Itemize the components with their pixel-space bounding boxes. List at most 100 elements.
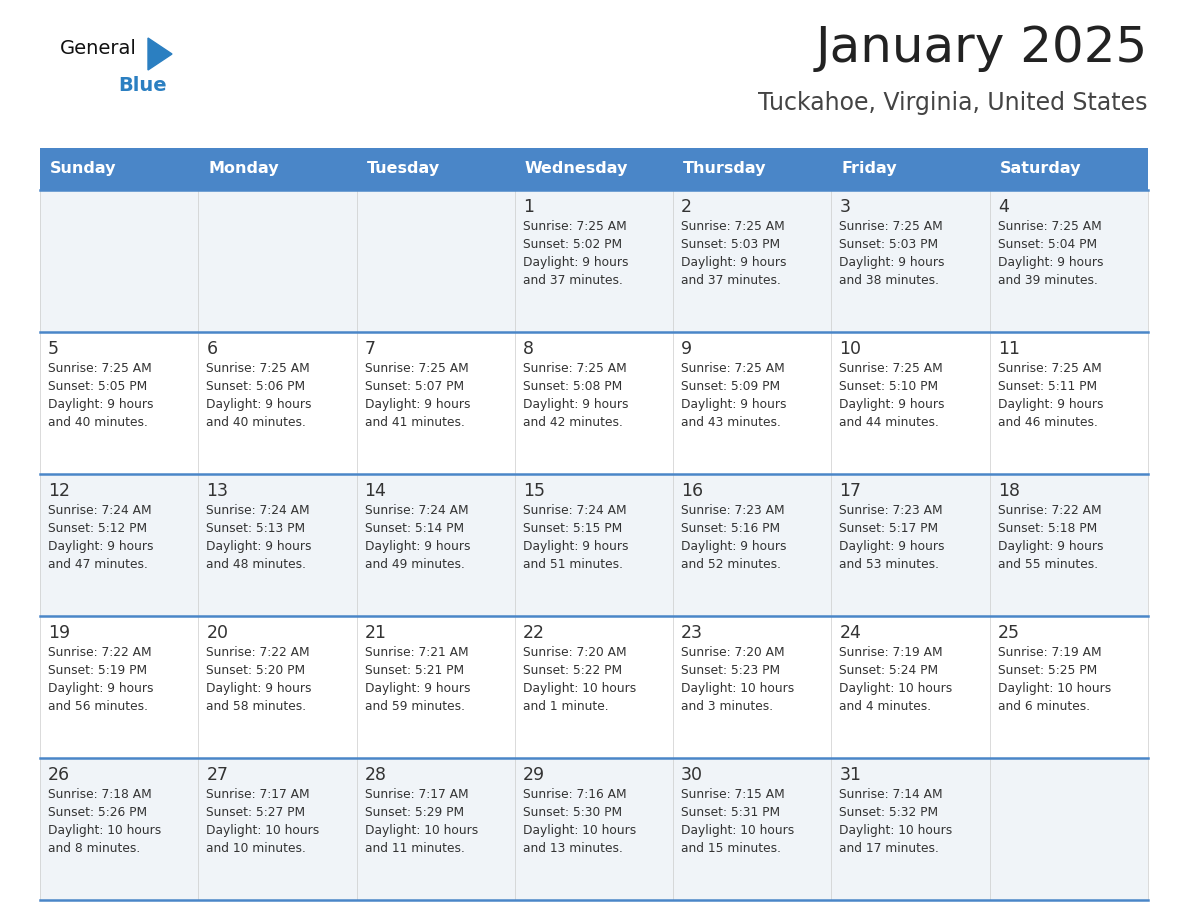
Text: 28: 28 xyxy=(365,766,386,784)
Text: 25: 25 xyxy=(998,624,1019,642)
Bar xyxy=(356,148,514,190)
Bar xyxy=(674,474,832,616)
Text: Sunset: 5:04 PM: Sunset: 5:04 PM xyxy=(998,238,1097,251)
Text: 9: 9 xyxy=(681,340,693,358)
Bar xyxy=(356,616,514,758)
Bar xyxy=(198,190,356,332)
Text: Sunrise: 7:24 AM: Sunrise: 7:24 AM xyxy=(523,504,626,517)
Polygon shape xyxy=(148,38,172,70)
Bar xyxy=(832,616,990,758)
Text: Daylight: 9 hours: Daylight: 9 hours xyxy=(523,540,628,553)
Bar xyxy=(674,332,832,474)
Text: and 52 minutes.: and 52 minutes. xyxy=(681,558,782,571)
Text: Daylight: 9 hours: Daylight: 9 hours xyxy=(998,398,1104,411)
Text: Sunset: 5:16 PM: Sunset: 5:16 PM xyxy=(681,522,781,535)
Text: 2: 2 xyxy=(681,198,693,216)
Text: 30: 30 xyxy=(681,766,703,784)
Text: Sunrise: 7:23 AM: Sunrise: 7:23 AM xyxy=(840,504,943,517)
Text: Sunrise: 7:25 AM: Sunrise: 7:25 AM xyxy=(523,220,626,233)
Bar xyxy=(356,758,514,900)
Text: and 55 minutes.: and 55 minutes. xyxy=(998,558,1098,571)
Text: Sunrise: 7:16 AM: Sunrise: 7:16 AM xyxy=(523,788,626,801)
Text: and 56 minutes.: and 56 minutes. xyxy=(48,700,148,713)
Text: Saturday: Saturday xyxy=(1000,162,1081,176)
Text: Daylight: 10 hours: Daylight: 10 hours xyxy=(681,682,795,695)
Text: Sunset: 5:11 PM: Sunset: 5:11 PM xyxy=(998,380,1097,393)
Text: Daylight: 10 hours: Daylight: 10 hours xyxy=(365,824,478,837)
Text: 13: 13 xyxy=(207,482,228,500)
Text: 22: 22 xyxy=(523,624,545,642)
Text: and 40 minutes.: and 40 minutes. xyxy=(48,416,147,429)
Text: 18: 18 xyxy=(998,482,1019,500)
Text: Sunrise: 7:23 AM: Sunrise: 7:23 AM xyxy=(681,504,785,517)
Text: Blue: Blue xyxy=(118,76,166,95)
Text: Tuesday: Tuesday xyxy=(367,162,440,176)
Text: Daylight: 9 hours: Daylight: 9 hours xyxy=(207,682,311,695)
Text: Sunset: 5:29 PM: Sunset: 5:29 PM xyxy=(365,806,463,819)
Text: 23: 23 xyxy=(681,624,703,642)
Bar xyxy=(514,474,674,616)
Text: and 47 minutes.: and 47 minutes. xyxy=(48,558,147,571)
Text: Daylight: 10 hours: Daylight: 10 hours xyxy=(840,682,953,695)
Text: 14: 14 xyxy=(365,482,386,500)
Bar xyxy=(674,758,832,900)
Text: Daylight: 10 hours: Daylight: 10 hours xyxy=(523,682,636,695)
Text: Sunset: 5:09 PM: Sunset: 5:09 PM xyxy=(681,380,781,393)
Text: and 37 minutes.: and 37 minutes. xyxy=(681,274,781,287)
Bar xyxy=(40,758,198,900)
Bar xyxy=(832,332,990,474)
Text: and 11 minutes.: and 11 minutes. xyxy=(365,842,465,855)
Text: Daylight: 9 hours: Daylight: 9 hours xyxy=(365,682,470,695)
Text: Sunset: 5:15 PM: Sunset: 5:15 PM xyxy=(523,522,623,535)
Text: Daylight: 9 hours: Daylight: 9 hours xyxy=(681,256,786,269)
Text: and 48 minutes.: and 48 minutes. xyxy=(207,558,307,571)
Text: 31: 31 xyxy=(840,766,861,784)
Text: Daylight: 10 hours: Daylight: 10 hours xyxy=(207,824,320,837)
Text: Sunset: 5:03 PM: Sunset: 5:03 PM xyxy=(681,238,781,251)
Text: 20: 20 xyxy=(207,624,228,642)
Text: Monday: Monday xyxy=(208,162,279,176)
Text: 11: 11 xyxy=(998,340,1019,358)
Text: Sunset: 5:18 PM: Sunset: 5:18 PM xyxy=(998,522,1097,535)
Text: Daylight: 10 hours: Daylight: 10 hours xyxy=(840,824,953,837)
Text: Sunset: 5:20 PM: Sunset: 5:20 PM xyxy=(207,664,305,677)
Text: Sunset: 5:05 PM: Sunset: 5:05 PM xyxy=(48,380,147,393)
Text: 7: 7 xyxy=(365,340,375,358)
Text: Daylight: 9 hours: Daylight: 9 hours xyxy=(48,540,153,553)
Text: Sunset: 5:23 PM: Sunset: 5:23 PM xyxy=(681,664,781,677)
Bar xyxy=(990,616,1148,758)
Text: and 41 minutes.: and 41 minutes. xyxy=(365,416,465,429)
Text: Sunset: 5:24 PM: Sunset: 5:24 PM xyxy=(840,664,939,677)
Text: Daylight: 9 hours: Daylight: 9 hours xyxy=(48,682,153,695)
Text: Sunset: 5:13 PM: Sunset: 5:13 PM xyxy=(207,522,305,535)
Bar xyxy=(514,148,674,190)
Text: Sunrise: 7:14 AM: Sunrise: 7:14 AM xyxy=(840,788,943,801)
Text: January 2025: January 2025 xyxy=(816,24,1148,72)
Text: Tuckahoe, Virginia, United States: Tuckahoe, Virginia, United States xyxy=(758,91,1148,115)
Bar xyxy=(674,616,832,758)
Text: Sunrise: 7:15 AM: Sunrise: 7:15 AM xyxy=(681,788,785,801)
Text: Sunday: Sunday xyxy=(50,162,116,176)
Text: Daylight: 9 hours: Daylight: 9 hours xyxy=(365,398,470,411)
Text: and 6 minutes.: and 6 minutes. xyxy=(998,700,1089,713)
Text: Sunrise: 7:25 AM: Sunrise: 7:25 AM xyxy=(365,362,468,375)
Text: 24: 24 xyxy=(840,624,861,642)
Bar xyxy=(40,148,198,190)
Text: Sunrise: 7:25 AM: Sunrise: 7:25 AM xyxy=(840,220,943,233)
Text: and 39 minutes.: and 39 minutes. xyxy=(998,274,1098,287)
Text: Sunset: 5:14 PM: Sunset: 5:14 PM xyxy=(365,522,463,535)
Text: Sunset: 5:12 PM: Sunset: 5:12 PM xyxy=(48,522,147,535)
Text: Sunset: 5:26 PM: Sunset: 5:26 PM xyxy=(48,806,147,819)
Text: Sunrise: 7:25 AM: Sunrise: 7:25 AM xyxy=(681,362,785,375)
Bar xyxy=(990,332,1148,474)
Text: and 15 minutes.: and 15 minutes. xyxy=(681,842,782,855)
Text: 8: 8 xyxy=(523,340,533,358)
Bar xyxy=(198,148,356,190)
Text: 27: 27 xyxy=(207,766,228,784)
Text: Wednesday: Wednesday xyxy=(525,162,628,176)
Text: Sunrise: 7:17 AM: Sunrise: 7:17 AM xyxy=(365,788,468,801)
Bar xyxy=(832,758,990,900)
Text: Daylight: 9 hours: Daylight: 9 hours xyxy=(998,540,1104,553)
Text: and 46 minutes.: and 46 minutes. xyxy=(998,416,1098,429)
Bar xyxy=(832,474,990,616)
